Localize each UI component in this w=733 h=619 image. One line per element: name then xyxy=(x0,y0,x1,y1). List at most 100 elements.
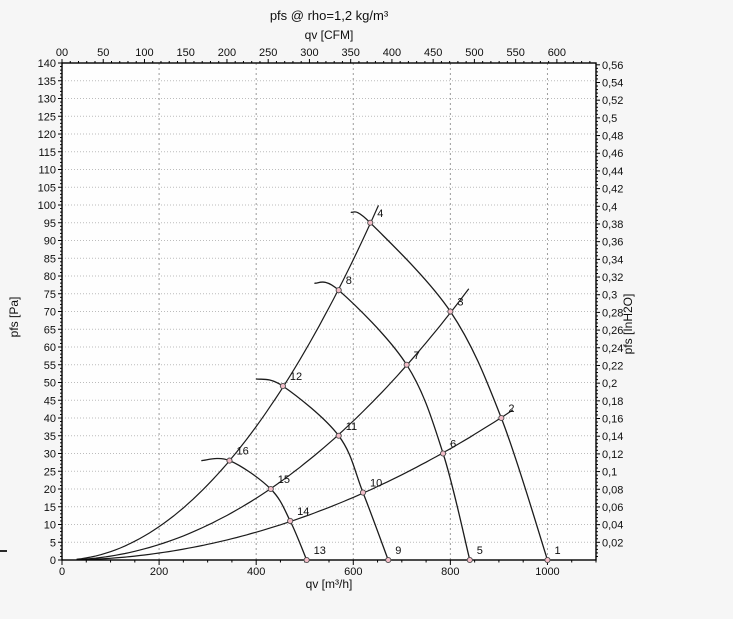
left-tick-label: 65 xyxy=(44,324,56,336)
operating-point-label-12: 12 xyxy=(290,371,302,383)
right-tick-label: 0,32 xyxy=(602,272,623,284)
operating-point-label-9: 9 xyxy=(395,545,401,557)
operating-point-16 xyxy=(226,457,233,464)
right-tick-label: 0,04 xyxy=(602,520,623,532)
top-tick-label: 400 xyxy=(383,47,401,59)
right-tick-label: 0,1 xyxy=(602,467,617,479)
right-tick-label: 0,12 xyxy=(602,449,623,461)
left-tick-label: 80 xyxy=(44,271,56,283)
top-tick-label: 500 xyxy=(465,47,483,59)
operating-point-14 xyxy=(287,517,294,525)
left-tick-label: 90 xyxy=(44,236,56,248)
bottom-tick-label: 800 xyxy=(441,566,459,578)
operating-point-label-7: 7 xyxy=(414,350,420,362)
right-tick-label: 0,24 xyxy=(602,343,623,355)
left-tick-label: 130 xyxy=(38,94,56,106)
operating-point-label-15: 15 xyxy=(278,474,290,486)
top-tick-label: 550 xyxy=(506,47,524,59)
operating-point-label-2: 2 xyxy=(508,403,514,415)
left-tick-label: 95 xyxy=(44,218,56,230)
right-tick-label: 0,18 xyxy=(602,396,623,408)
left-tick-label: 115 xyxy=(38,147,56,159)
right-tick-label: 0,22 xyxy=(602,360,623,372)
left-tick-label: 60 xyxy=(44,342,56,354)
operating-point-12 xyxy=(279,382,286,390)
left-tick-label: 5 xyxy=(50,537,56,549)
left-axis-title: pfs [Pa] xyxy=(7,296,21,338)
operating-point-label-5: 5 xyxy=(477,545,483,557)
operating-point-label-8: 8 xyxy=(346,275,352,287)
operating-point-13 xyxy=(303,556,310,564)
bottom-tick-label: 1000 xyxy=(535,566,559,578)
operating-point-label-3: 3 xyxy=(457,297,463,309)
right-tick-label: 0,52 xyxy=(602,95,623,107)
chart-title: pfs @ rho=1,2 kg/m³ xyxy=(269,8,389,23)
operating-point-label-11: 11 xyxy=(346,421,357,433)
top-tick-label: 200 xyxy=(218,47,236,59)
top-tick-label: 450 xyxy=(424,47,442,59)
screen-edge-artifact xyxy=(0,550,7,552)
right-tick-label: 0,3 xyxy=(602,290,617,302)
left-tick-label: 50 xyxy=(44,378,56,390)
left-tick-label: 85 xyxy=(44,253,56,265)
operating-point-15 xyxy=(267,485,274,493)
operating-point-8 xyxy=(335,287,342,294)
top-tick-label: 600 xyxy=(548,47,566,59)
right-tick-label: 0,54 xyxy=(602,77,623,89)
top-tick-label: 300 xyxy=(300,47,318,59)
left-tick-label: 10 xyxy=(44,520,56,532)
right-tick-label: 0,48 xyxy=(602,131,623,143)
right-tick-label: 0,28 xyxy=(602,307,623,319)
operating-point-2 xyxy=(498,414,505,422)
bottom-tick-label: 0 xyxy=(59,566,65,578)
system-line-2 xyxy=(76,288,470,561)
left-tick-label: 15 xyxy=(44,502,56,514)
left-tick-label: 125 xyxy=(38,111,56,123)
right-tick-label: 0,06 xyxy=(602,502,623,514)
right-tick-label: 0,02 xyxy=(602,537,623,549)
bottom-tick-label: 200 xyxy=(150,566,168,578)
right-tick-label: 0,38 xyxy=(602,219,623,231)
operating-point-label-14: 14 xyxy=(297,506,309,518)
left-tick-label: 105 xyxy=(38,182,56,194)
bottom-tick-label: 400 xyxy=(247,566,265,578)
top-tick-label: 100 xyxy=(135,47,153,59)
right-tick-label: 0,34 xyxy=(602,254,623,266)
right-tick-label: 0,36 xyxy=(602,237,623,249)
left-tick-label: 140 xyxy=(38,58,56,70)
top-tick-label: 250 xyxy=(259,47,277,59)
right-tick-label: 0,42 xyxy=(602,184,623,196)
right-tick-label: 0,4 xyxy=(602,201,617,213)
left-tick-label: 120 xyxy=(38,129,56,141)
right-axis-title: pfs [InH2O] xyxy=(621,293,635,355)
left-tick-label: 70 xyxy=(44,307,56,319)
operating-point-10 xyxy=(359,489,367,496)
top-tick-label: 00 xyxy=(56,47,68,59)
right-tick-label: 0,5 xyxy=(602,113,617,125)
operating-point-label-4: 4 xyxy=(377,208,383,220)
left-tick-label: 75 xyxy=(44,289,56,301)
bottom-axis-title: qv [m³/h] xyxy=(305,577,353,591)
operating-point-5 xyxy=(466,556,473,564)
fan-speed-1 xyxy=(350,211,549,561)
left-tick-label: 30 xyxy=(44,449,56,461)
right-tick-label: 0,2 xyxy=(602,378,617,390)
left-tick-label: 0 xyxy=(50,555,56,567)
left-tick-label: 40 xyxy=(44,413,56,425)
right-tick-label: 0,14 xyxy=(602,431,623,443)
right-tick-label: 0,26 xyxy=(602,325,623,337)
top-tick-label: 350 xyxy=(341,47,359,59)
left-tick-label: 55 xyxy=(44,360,56,372)
right-tick-label: 0,44 xyxy=(602,166,623,178)
operating-point-6 xyxy=(440,450,447,457)
left-tick-label: 20 xyxy=(44,484,56,496)
top-tick-label: 150 xyxy=(177,47,195,59)
operating-point-7 xyxy=(403,361,410,368)
right-tick-label: 0,16 xyxy=(602,414,623,426)
right-tick-label: 0,56 xyxy=(602,60,623,72)
operating-point-11 xyxy=(335,432,342,439)
operating-point-3 xyxy=(447,308,454,315)
operating-point-9 xyxy=(385,556,392,564)
